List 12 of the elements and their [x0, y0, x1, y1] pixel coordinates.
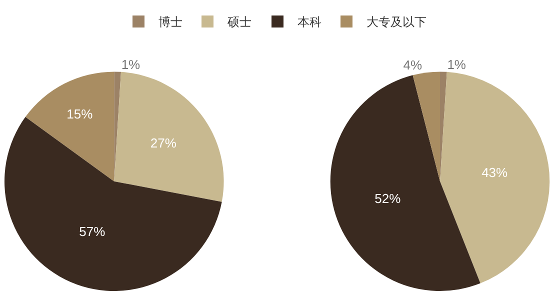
- data-label: 43%: [482, 165, 508, 180]
- data-label: 15%: [66, 106, 94, 122]
- legend-label: 本科: [298, 15, 322, 30]
- data-label: 4%: [403, 58, 423, 73]
- data-label: 57%: [79, 224, 106, 240]
- legend-label: 博士: [158, 15, 182, 30]
- legend-label: 硕士: [226, 15, 252, 30]
- legend-label: 大专及以下: [366, 15, 426, 30]
- data-label: 52%: [374, 190, 402, 206]
- data-label: 27%: [150, 135, 177, 150]
- data-label: 1%: [447, 56, 466, 72]
- data-label: 1%: [121, 56, 141, 72]
